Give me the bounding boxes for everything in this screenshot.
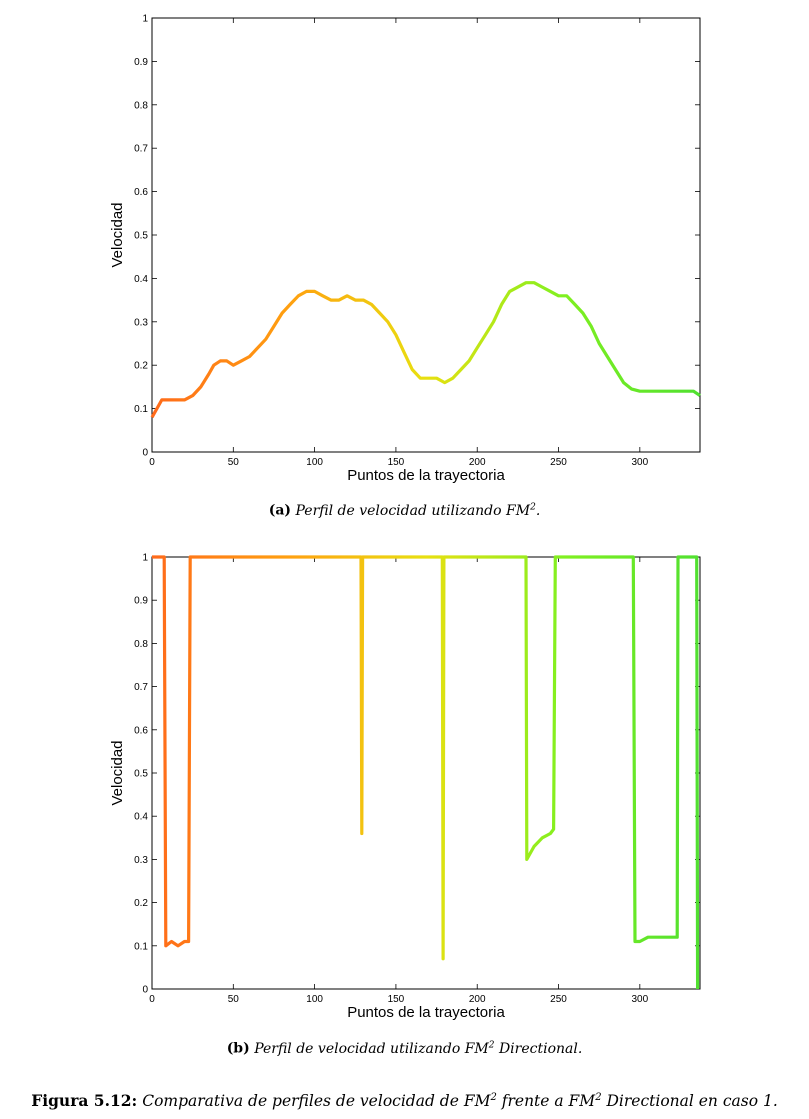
chart-b-xlabel: Puntos de la trayectoria [347,1004,505,1021]
chart-a-ytick-label: 0.9 [134,57,148,68]
chart-a-ytick-label: 0.6 [134,187,148,198]
chart-b-ytick-label: 0.9 [134,596,148,607]
caption-a-label: (a) [268,502,292,519]
figure-caption-label: Figura 5.12: [31,1091,138,1110]
chart-b-ylabel: Velocidad [109,740,126,805]
chart-b-xtick-label: 50 [228,994,240,1005]
chart-a-ytick-label: 0.2 [134,361,148,372]
chart-a-xlabel: Puntos de la trayectoria [347,467,505,484]
chart-b-xtick-label: 150 [388,994,405,1005]
caption-a: (a) Perfil de velocidad utilizando FM2. [0,502,809,519]
chart-a-ylabel: Velocidad [109,202,126,267]
chart-a-ytick-label: 0.4 [134,274,148,285]
chart-a: 0 0.1 0.2 0.3 0.4 0.5 0.6 0.7 0.8 0.9 1 0 50 100 150 20… [109,14,701,484]
chart-a-ytick-label: 0.8 [134,100,148,111]
chart-b-ytick-label: 0.3 [134,855,148,866]
chart-b-xtick-label: 100 [306,994,323,1005]
chart-a-ytick-label: 0.7 [134,144,148,155]
caption-b-label: (b) [226,1040,250,1057]
chart-b-ytick-label: 0.8 [134,639,148,650]
chart-b-ytick-label: 0.2 [134,898,148,909]
chart-a-xtick-label: 300 [631,457,648,468]
chart-b-ytick-label: 0 [142,985,148,996]
caption-b-text: Perfil de velocidad utilizando FM2 Direc… [254,1040,583,1057]
chart-b: 0 0.1 0.2 0.3 0.4 0.5 0.6 0.7 0.8 0.9 1 0 50 100 150 20… [109,553,701,1021]
chart-a-series-line [150,281,701,419]
figure-caption-text: Comparativa de perfiles de velocidad de … [142,1091,778,1110]
chart-a-ytick-label: 0 [142,448,148,459]
chart-a-ytick-label: 0.1 [134,404,148,415]
chart-b-ytick-label: 0.7 [134,682,148,693]
caption-b: (b) Perfil de velocidad utilizando FM2 D… [0,1040,809,1057]
chart-b-xtick-label: 200 [469,994,486,1005]
chart-b-xtick-label: 300 [631,994,648,1005]
chart-a-ytick-label: 0.5 [134,231,148,242]
chart-b-series-line [152,555,700,990]
chart-b-xtick-label: 0 [149,994,155,1005]
figure-caption: Figura 5.12: Comparativa de perfiles de … [0,1091,809,1110]
chart-b-ytick-label: 0.5 [134,769,148,780]
caption-a-text: Perfil de velocidad utilizando FM2. [295,502,541,519]
chart-a-xtick-label: 200 [469,457,486,468]
chart-b-frame [151,556,701,990]
chart-a-xtick-label: 250 [550,457,567,468]
chart-a-xtick-label: 50 [228,457,240,468]
chart-b-ytick-label: 0.6 [134,725,148,736]
chart-a-xtick-label: 100 [306,457,323,468]
chart-a-frame [151,17,701,453]
chart-b-ytick-label: 1 [142,553,148,564]
chart-b-xtick-label: 250 [550,994,567,1005]
chart-a-ytick-label: 0.3 [134,317,148,328]
chart-a-xtick-label: 0 [149,457,155,468]
chart-a-ytick-label: 1 [142,14,148,25]
chart-b-ytick-label: 0.4 [134,812,148,823]
chart-a-xtick-label: 150 [388,457,405,468]
chart-b-ytick-label: 0.1 [134,941,148,952]
